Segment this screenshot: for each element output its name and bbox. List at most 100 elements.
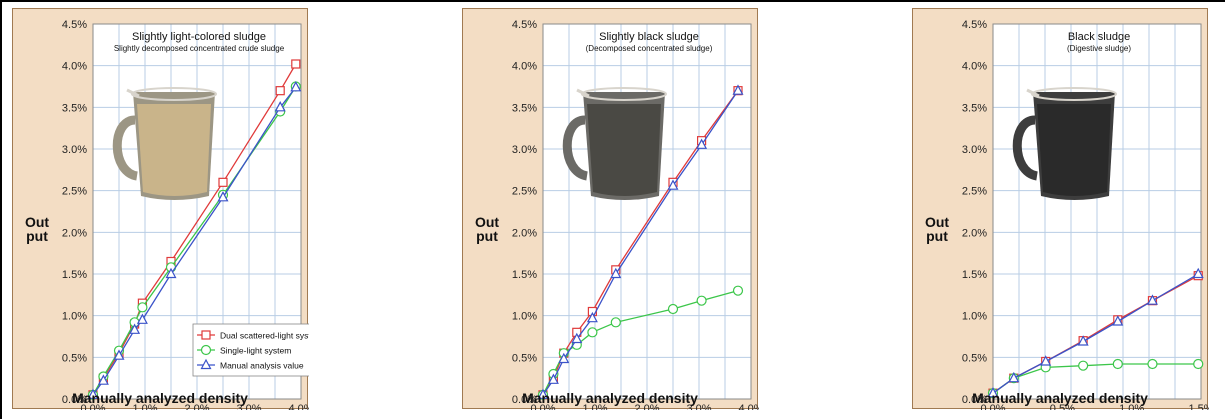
x-tick-label: 0.0%: [80, 403, 105, 410]
data-point-circle: [610, 317, 621, 328]
beaker-handle: [1012, 115, 1039, 181]
y-tick-label: 2.0%: [962, 227, 987, 239]
data-point-triangle: [200, 358, 212, 370]
y-tick-label: 1.5%: [962, 269, 987, 281]
y-tick-label: 3.0%: [512, 144, 537, 156]
y-tick-label: 3.5%: [512, 102, 537, 114]
data-point-triangle: [571, 332, 583, 344]
chart-title: Slightly light-colored sludge: [132, 31, 266, 43]
x-tick-label: 2.0%: [184, 403, 209, 410]
y-axis-label: Out put: [473, 215, 501, 243]
y-axis-label: Out put: [23, 215, 51, 243]
data-point-circle: [732, 285, 744, 296]
data-point-triangle: [165, 267, 177, 279]
y-tick-label: 3.5%: [62, 102, 87, 114]
plot-border: [542, 23, 752, 400]
legend-entry-label: Dual scattered-light system: [220, 331, 309, 341]
data-point-triangle: [1146, 294, 1158, 305]
chart-svg-3: 0.0% 0.5% 1.0% 1.5% 2.0% 2.5% 3.0% 3.5% 4.0% 4.5%…: [962, 19, 1209, 410]
beaker-handle: [112, 115, 139, 181]
y-axis-label-line2: put: [926, 228, 948, 244]
beaker-light-sludge-image: [112, 87, 217, 200]
data-point-circle: [137, 302, 148, 313]
beaker-liquid: [137, 104, 211, 196]
data-point-triangle: [610, 267, 622, 279]
data-point-triangle: [290, 81, 302, 92]
data-point-square: [275, 86, 285, 96]
y-tick-label: 2.5%: [62, 186, 87, 198]
data-point-triangle: [1040, 355, 1052, 366]
series-manual: [537, 84, 744, 399]
x-tick-label: 4.0%: [738, 403, 759, 410]
y-tick-label: 0.0%: [962, 394, 987, 406]
data-point-triangle: [87, 388, 99, 399]
data-point-triangle: [667, 179, 679, 190]
chart-svg-2: 0.0% 0.5% 1.0% 1.5% 2.0% 2.5% 3.0% 3.5% 4.0% 4.5%…: [512, 19, 759, 410]
data-point-square: [291, 59, 301, 69]
x-tick-label: 1.0%: [132, 403, 157, 410]
y-tick-label: 1.5%: [62, 269, 87, 281]
y-tick-label: 2.5%: [962, 186, 987, 198]
data-point-circle: [1078, 360, 1089, 371]
data-point-circle: [667, 303, 679, 315]
data-point-triangle: [97, 374, 109, 385]
data-point-triangle: [217, 191, 229, 202]
x-axis-label: Manually analyzed density: [972, 390, 1148, 406]
data-point-triangle: [274, 101, 286, 112]
y-axis-label-line2: put: [26, 228, 48, 244]
x-tick-label: 1.0%: [1119, 403, 1144, 410]
chart-subtitle: (Digestive sludge): [1067, 44, 1131, 53]
data-point-triangle: [586, 311, 598, 323]
beaker-gray-sludge-image: [562, 87, 667, 200]
x-tick-label: 3.0%: [236, 403, 261, 410]
plot-border: [992, 23, 1202, 400]
beaker-spout: [1026, 88, 1040, 98]
chart-title: Slightly black sludge: [599, 31, 699, 43]
beaker-liquid: [1037, 104, 1111, 196]
y-axis-label-line1: Out: [474, 214, 500, 230]
y-tick-label: 1.0%: [962, 311, 987, 323]
data-point-square: [218, 177, 228, 187]
y-axis-label-line1: Out: [24, 214, 50, 230]
data-point-triangle: [558, 352, 570, 364]
y-tick-label: 0.0%: [512, 394, 537, 406]
data-point-square: [201, 330, 211, 340]
chart-legend: Dual scattered-light system Single-light …: [192, 323, 309, 377]
y-axis-label: Out put: [923, 215, 951, 243]
y-axis-label-line1: Out: [924, 214, 950, 230]
beaker-spout: [126, 88, 140, 98]
data-point-triangle: [547, 373, 559, 384]
y-tick-label: 3.5%: [962, 102, 987, 114]
frame-left-line: [0, 0, 2, 419]
y-tick-label: 1.0%: [512, 311, 537, 323]
x-tick-label: 1.5%: [1188, 403, 1209, 410]
data-point-circle: [200, 344, 212, 356]
chart-panel-gray-sludge: 0.0% 0.5% 1.0% 1.5% 2.0% 2.5% 3.0% 3.5% 4.0% 4.5%…: [462, 8, 759, 410]
data-point-triangle: [1192, 267, 1204, 279]
x-tick-label: 0.0%: [980, 403, 1005, 410]
y-tick-label: 4.0%: [512, 61, 537, 73]
data-point-triangle: [732, 84, 744, 95]
data-point-triangle: [537, 388, 549, 399]
data-point-triangle: [129, 323, 141, 334]
x-tick-label: 3.0%: [686, 403, 711, 410]
y-tick-label: 2.5%: [512, 186, 537, 198]
y-tick-label: 2.0%: [62, 227, 87, 239]
data-point-triangle: [1077, 335, 1089, 346]
x-tick-label: 0.5%: [1050, 403, 1075, 410]
data-point-triangle: [1008, 371, 1020, 383]
chart-panel-light-sludge: 0.0% 0.5% 1.0% 1.5% 2.0% 2.5% 3.0% 3.5% 4.0% 4.5%…: [12, 8, 309, 410]
y-tick-label: 1.0%: [62, 311, 87, 323]
data-point-circle: [1112, 358, 1123, 370]
data-point-circle: [587, 327, 598, 338]
chart-subtitle: Slightly decomposed concentrated crude s…: [114, 44, 285, 53]
chart-subtitle: (Decomposed concentrated sludge): [586, 44, 713, 53]
data-point-triangle: [987, 386, 999, 398]
y-tick-label: 4.5%: [62, 19, 87, 31]
data-point-circle: [1193, 358, 1204, 370]
y-tick-label: 0.5%: [962, 352, 987, 364]
data-point-triangle: [1112, 315, 1124, 326]
y-tick-label: 3.0%: [962, 144, 987, 156]
y-tick-label: 4.5%: [962, 19, 987, 31]
data-point-triangle: [696, 138, 708, 149]
